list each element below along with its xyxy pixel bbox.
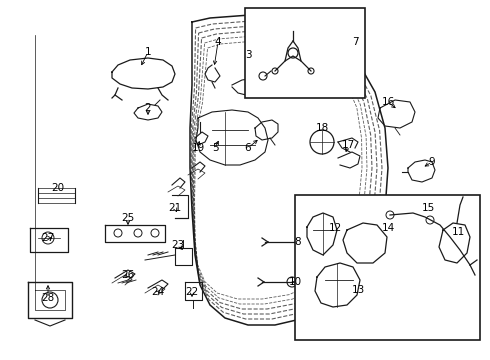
- Bar: [245, 8, 365, 98]
- Text: 4: 4: [215, 37, 221, 47]
- Text: 26: 26: [122, 270, 135, 280]
- Text: 23: 23: [172, 240, 185, 250]
- Text: 18: 18: [316, 123, 329, 133]
- Bar: [295, 195, 480, 340]
- Text: 15: 15: [421, 203, 435, 213]
- Text: 11: 11: [451, 227, 465, 237]
- Text: 17: 17: [342, 140, 355, 150]
- Text: 13: 13: [351, 285, 365, 295]
- Text: 1: 1: [145, 47, 151, 57]
- Text: 3: 3: [245, 50, 251, 60]
- Text: 7: 7: [352, 37, 358, 47]
- Text: 12: 12: [328, 223, 342, 233]
- Text: 21: 21: [169, 203, 182, 213]
- Text: 20: 20: [51, 183, 65, 193]
- Text: 10: 10: [289, 277, 301, 287]
- Text: 2: 2: [145, 103, 151, 113]
- Text: 5: 5: [212, 143, 219, 153]
- Text: 28: 28: [41, 293, 54, 303]
- Text: 27: 27: [41, 233, 54, 243]
- Text: 6: 6: [245, 143, 251, 153]
- Text: 22: 22: [185, 287, 198, 297]
- Text: 14: 14: [381, 223, 394, 233]
- Text: 9: 9: [429, 157, 435, 167]
- Text: 19: 19: [192, 143, 205, 153]
- Text: 16: 16: [381, 97, 394, 107]
- Text: 25: 25: [122, 213, 135, 223]
- Text: 8: 8: [294, 237, 301, 247]
- Text: 24: 24: [151, 287, 165, 297]
